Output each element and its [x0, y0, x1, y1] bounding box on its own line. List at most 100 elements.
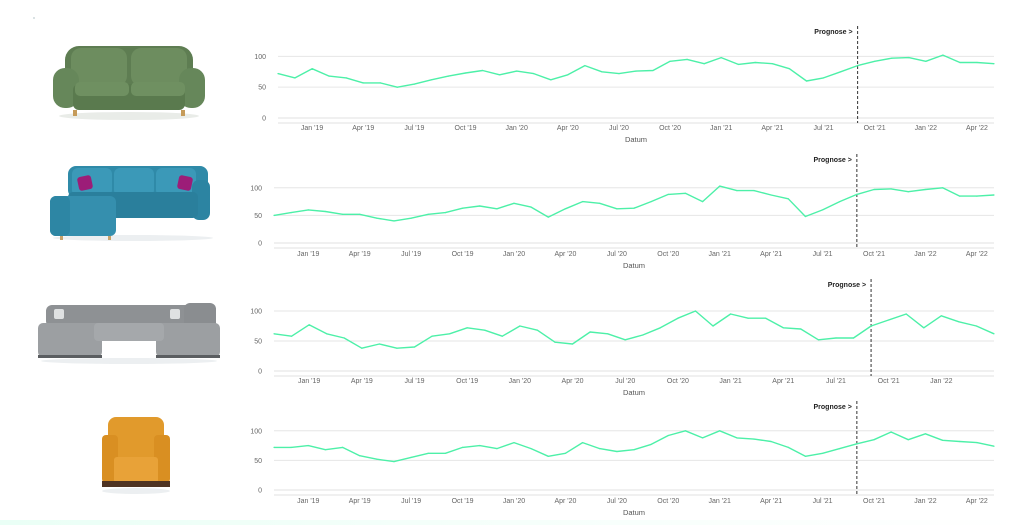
- footer-gradient: [0, 520, 1024, 525]
- product-row-3: 0 50 100 Jan '19 Apr '19 Jul '19 Oct '19 Jan '2…: [0, 275, 1024, 400]
- data-point: [547, 216, 549, 218]
- data-point: [635, 70, 637, 72]
- x-tick-label: Oct '21: [863, 251, 885, 258]
- data-point: [324, 210, 326, 213]
- chart-1: 0 50 100 Jan '19 Apr '19 Jul '19 Oct '19 Jan '2…: [254, 26, 995, 144]
- data-point: [479, 205, 481, 207]
- data-point: [770, 440, 772, 443]
- data-point: [736, 190, 738, 192]
- data-point: [736, 437, 738, 439]
- data-point: [307, 209, 309, 211]
- data-point: [805, 80, 808, 82]
- data-point: [908, 57, 910, 59]
- data-point: [747, 317, 749, 319]
- data-point: [822, 209, 824, 211]
- y-tick-label: 0: [258, 488, 262, 495]
- data-point: [765, 317, 767, 319]
- x-tick-label: Jul '20: [615, 378, 635, 385]
- data-point: [975, 325, 978, 327]
- x-tick-label: Jul '21: [814, 125, 834, 132]
- data-point: [359, 455, 361, 457]
- x-tick-label: Jan '20: [509, 378, 531, 385]
- x-tick-label: Apr '21: [772, 378, 794, 385]
- x-tick-label: Jan '21: [710, 125, 732, 132]
- data-point: [942, 187, 944, 189]
- x-tick-label: Jan '21: [709, 251, 731, 258]
- data-point: [959, 440, 961, 443]
- data-point: [291, 335, 293, 337]
- data-point: [361, 347, 363, 349]
- data-point: [536, 329, 538, 331]
- product-row-1: 0 50 100 Jan '19 Apr '19 Jul '19 Oct '19 Jan '2…: [0, 0, 1024, 150]
- x-tick-label: Oct '19: [452, 498, 474, 505]
- x-tick-label: Jan '20: [503, 498, 525, 505]
- data-point: [599, 202, 601, 204]
- data-point: [890, 188, 892, 190]
- data-point: [993, 445, 995, 447]
- data-point: [447, 75, 450, 77]
- data-point: [684, 430, 686, 432]
- data-point: [633, 207, 635, 209]
- data-point: [547, 455, 549, 457]
- data-point: [530, 206, 532, 208]
- data-point: [976, 442, 978, 444]
- data-point: [753, 438, 755, 440]
- data-point: [567, 74, 569, 76]
- data-point: [800, 328, 802, 330]
- data-point: [516, 70, 518, 72]
- data-point: [771, 63, 774, 65]
- data-point: [804, 455, 807, 457]
- data-point: [513, 442, 515, 444]
- x-tick-label: Oct '20: [659, 125, 681, 132]
- forecast-annotation: Prognose >: [828, 282, 866, 289]
- data-point: [890, 431, 892, 433]
- data-point: [359, 213, 361, 215]
- x-tick-label: Oct '19: [455, 125, 477, 132]
- data-point: [822, 452, 824, 454]
- data-point: [642, 334, 644, 336]
- data-point: [554, 341, 556, 343]
- x-tick-label: Oct '19: [456, 378, 478, 385]
- x-tick-label: Apr '20: [554, 498, 576, 505]
- data-point: [788, 68, 791, 70]
- x-tick-label: Oct '21: [863, 498, 885, 505]
- data-point: [582, 201, 584, 203]
- chart-4: 0 50 100 Jan '19 Apr '19 Jul '19 Oct '19 Jan '2…: [250, 401, 995, 517]
- data-point: [959, 195, 961, 197]
- data-point: [686, 58, 688, 61]
- data-point: [290, 212, 292, 214]
- data-point: [464, 72, 467, 74]
- data-point: [482, 69, 484, 72]
- x-tick-label: Jan '22: [930, 378, 952, 385]
- x-tick-label: Jan '22: [914, 498, 936, 505]
- data-point: [564, 452, 566, 454]
- data-point: [888, 319, 890, 321]
- y-tick-label: 0: [262, 116, 266, 123]
- data-point: [737, 63, 739, 65]
- data-point: [804, 215, 807, 218]
- data-point: [942, 54, 944, 56]
- data-point: [684, 192, 686, 194]
- y-tick-label: 100: [250, 185, 262, 192]
- data-point: [870, 325, 872, 327]
- data-point: [958, 321, 960, 323]
- data-point: [891, 57, 893, 59]
- data-point: [720, 57, 722, 59]
- data-point: [669, 60, 671, 62]
- data-point: [342, 213, 344, 215]
- data-point: [852, 337, 855, 339]
- data-point: [822, 77, 825, 79]
- data-point: [976, 61, 978, 64]
- data-point: [856, 193, 858, 195]
- data-point: [993, 194, 995, 196]
- x-tick-label: Apr '21: [760, 498, 782, 505]
- data-point: [501, 335, 503, 337]
- data-point: [907, 439, 909, 441]
- x-tick-label: Jan '22: [915, 125, 937, 132]
- x-tick-label: Apr '21: [760, 251, 782, 258]
- data-point: [624, 339, 626, 341]
- data-point: [444, 212, 446, 214]
- data-point: [907, 191, 909, 193]
- data-point: [940, 315, 942, 317]
- data-point: [702, 201, 704, 203]
